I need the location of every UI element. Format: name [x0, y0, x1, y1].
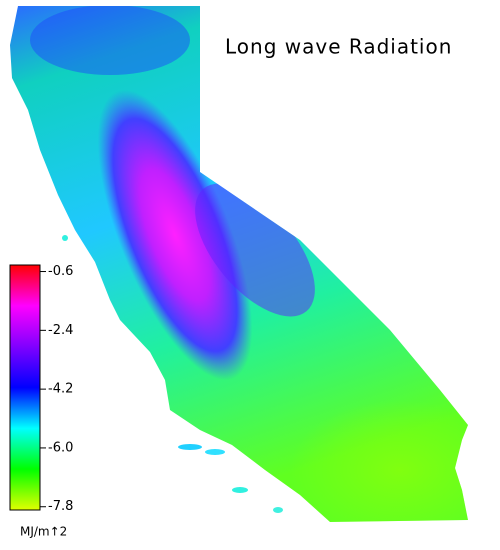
colorbar-tick-label: -4.2 [48, 382, 73, 397]
colorbar-unit: MJ/m↑2 [20, 525, 67, 539]
colorbar-tick-label: -7.8 [48, 499, 73, 514]
colorbar-tick-label: -0.6 [48, 264, 73, 279]
colorbar-scale [9, 264, 41, 511]
california-map [10, 6, 468, 522]
colorbar-tick-label: -6.0 [48, 440, 73, 455]
colorbar: -0.6 -2.4 -4.2 -6.0 -7.8 [9, 264, 73, 514]
map-title: Long wave Radiation [225, 35, 452, 59]
colorbar-tick-label: -2.4 [48, 323, 73, 338]
